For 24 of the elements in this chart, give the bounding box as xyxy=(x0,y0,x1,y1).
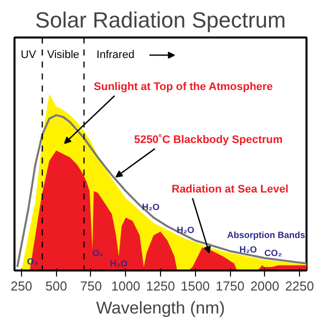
x-tick-label: 2250 xyxy=(285,278,314,294)
text: Sunlight at Top of the Atmosphere xyxy=(94,80,273,93)
x-tick-label: 1250 xyxy=(146,278,175,294)
x-tick-label: 250 xyxy=(10,278,32,294)
annotation: O₂ xyxy=(92,248,104,258)
annotation: Radiation at Sea Level xyxy=(172,183,288,196)
x-tick-label: 1000 xyxy=(111,278,140,294)
annotation: Absorption Bands xyxy=(227,230,306,240)
annotation: CO₂ xyxy=(264,248,282,258)
text: UV xyxy=(20,49,37,62)
text: Visible xyxy=(47,49,80,62)
x-tick-label: 500 xyxy=(45,278,68,294)
x-tick-label: 1750 xyxy=(216,278,244,294)
text: Infrared xyxy=(96,49,134,62)
annotation: H₂O xyxy=(239,244,257,254)
x-tick-label: 2000 xyxy=(250,278,280,294)
annotation: H₂O xyxy=(176,224,194,235)
chart-title: Solar Radiation Spectrum xyxy=(35,8,286,32)
x-axis-title: Wavelength (nm) xyxy=(96,298,225,318)
x-tick-label: 750 xyxy=(80,278,102,294)
annotation: H₂O xyxy=(110,258,128,268)
annotation: 5250˚C Blackbody Spectrum xyxy=(134,134,283,146)
x-tick-label: 1500 xyxy=(180,278,210,294)
annotation: H₂O xyxy=(142,202,160,212)
